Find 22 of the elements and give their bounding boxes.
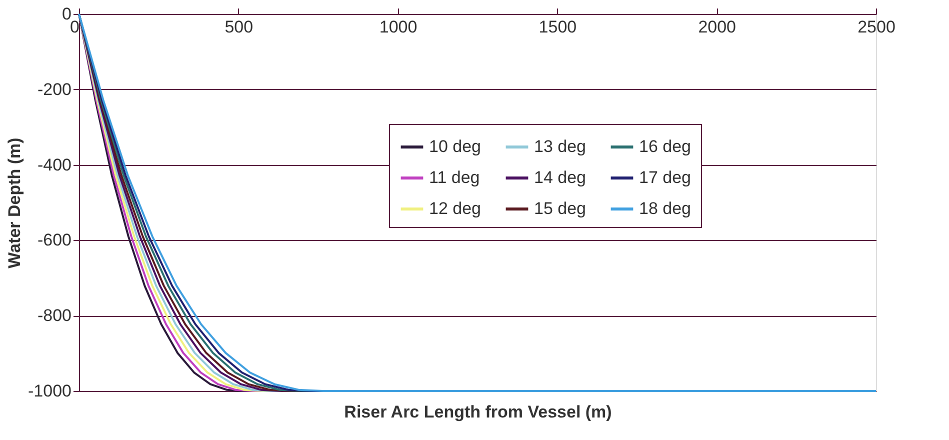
legend-label: 13 deg — [534, 137, 586, 156]
legend-label: 16 deg — [639, 137, 691, 156]
y-tick-label: 0 — [62, 4, 72, 24]
legend-label: 10 deg — [429, 137, 481, 156]
y-tick-label: -200 — [37, 80, 72, 99]
y-axis-title: Water Depth (m) — [5, 138, 24, 268]
y-tick-label: -1000 — [28, 382, 72, 400]
x-tick-label: 2500 — [858, 18, 896, 36]
x-tick-label: 1500 — [538, 18, 577, 36]
legend-label: 11 deg — [429, 168, 480, 187]
legend-label: 12 deg — [429, 199, 481, 218]
legend-label: 17 deg — [639, 168, 691, 187]
x-axis-title: Riser Arc Length from Vessel (m) — [344, 402, 612, 422]
x-tick-label: 2000 — [698, 18, 736, 36]
legend-label: 14 deg — [534, 168, 586, 187]
y-tick-label: -600 — [37, 230, 72, 250]
x-tick-label: 1000 — [379, 18, 418, 36]
legend-label: 18 deg — [639, 199, 691, 218]
y-tick-label: -800 — [37, 306, 72, 326]
x-tick-label: 500 — [224, 18, 254, 36]
legend-label: 15 deg — [534, 199, 586, 218]
y-tick-label: -400 — [37, 155, 72, 174]
